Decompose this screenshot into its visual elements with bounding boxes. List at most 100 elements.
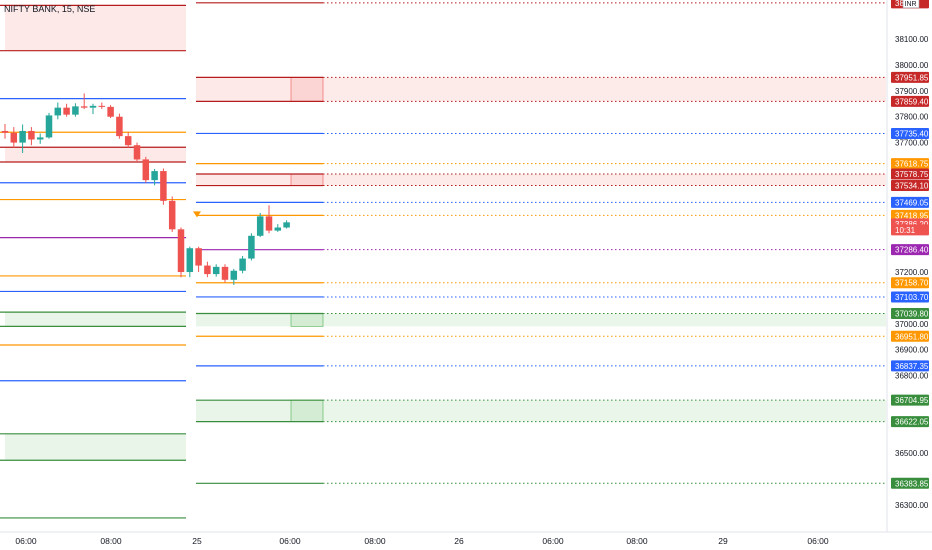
price-tag-label: 37158.70 bbox=[895, 279, 929, 288]
symbol-label[interactable]: NIFTY BANK, 15, NSE bbox=[4, 4, 96, 14]
candle-body bbox=[1, 130, 9, 133]
price-tag-label: 10:31 bbox=[895, 226, 916, 235]
price-tag-label: 37951.85 bbox=[895, 73, 929, 82]
price-tag bbox=[891, 394, 929, 406]
price-tag-label: 37386.20 bbox=[895, 220, 929, 229]
price-tag bbox=[891, 168, 929, 180]
price-tag bbox=[891, 360, 929, 372]
price-tag bbox=[891, 477, 929, 489]
price-tag-label: 37534.10 bbox=[895, 182, 929, 191]
candle bbox=[107, 105, 114, 119]
candle-body bbox=[239, 258, 246, 271]
candle-body bbox=[204, 265, 211, 275]
price-tag-label: 36383.85 bbox=[895, 479, 929, 488]
candle bbox=[151, 169, 158, 186]
price-tag bbox=[891, 127, 929, 139]
current-price-marker-icon bbox=[193, 211, 201, 218]
price-tick-label: 38000.00 bbox=[895, 61, 929, 70]
price-tag bbox=[891, 291, 929, 303]
price-axis-background bbox=[887, 0, 932, 550]
candle bbox=[212, 264, 220, 277]
price-tag-label: 37578.75 bbox=[895, 170, 929, 179]
candle-body bbox=[36, 137, 44, 140]
candle bbox=[256, 213, 264, 238]
time-tick-label: 06:00 bbox=[807, 536, 829, 546]
price-tick-label: 37000.00 bbox=[895, 320, 929, 329]
zone-right-box-3 bbox=[290, 399, 324, 422]
candle-body bbox=[116, 116, 123, 137]
price-tag-label: 37286.40 bbox=[895, 246, 929, 255]
price-tag-label: 37469.05 bbox=[895, 198, 929, 207]
candle bbox=[28, 127, 35, 146]
price-tag-label: 37859.40 bbox=[895, 97, 929, 106]
candle bbox=[116, 113, 123, 139]
candle bbox=[204, 261, 211, 278]
price-tag-label: 36837.35 bbox=[895, 362, 929, 371]
price-tick-label: 36300.00 bbox=[895, 501, 929, 510]
zone-right-box-0 bbox=[290, 77, 324, 102]
price-tag-label: 36951.80 bbox=[895, 332, 929, 341]
candle-body bbox=[98, 105, 106, 107]
candle-body bbox=[168, 200, 176, 230]
candle bbox=[63, 103, 70, 117]
candle bbox=[72, 103, 79, 117]
currency-badge bbox=[902, 0, 920, 9]
candle bbox=[1, 123, 9, 139]
candle-body bbox=[248, 235, 255, 259]
candle bbox=[45, 112, 53, 139]
candle-body bbox=[80, 106, 88, 108]
zone-left-3 bbox=[5, 433, 186, 461]
candle-body bbox=[274, 227, 282, 231]
zone-right-1 bbox=[196, 173, 323, 186]
price-tag-label: 37103.70 bbox=[895, 293, 929, 302]
candle bbox=[186, 246, 194, 278]
zone-right-box-2 bbox=[290, 313, 324, 327]
candle bbox=[274, 224, 282, 232]
candle bbox=[98, 102, 106, 109]
candle-body bbox=[89, 105, 97, 108]
candle-body bbox=[28, 130, 35, 140]
price-tag-label: 37039.80 bbox=[895, 309, 929, 318]
price-tick-label: 37700.00 bbox=[895, 139, 929, 148]
price-tick-label: 36500.00 bbox=[895, 449, 929, 458]
candle-body bbox=[221, 266, 229, 280]
candle bbox=[195, 246, 202, 273]
zone-right-ext-1 bbox=[323, 173, 886, 186]
price-tag-label: 38 bbox=[895, 0, 904, 8]
candle-body bbox=[256, 216, 264, 236]
time-tick-label: 25 bbox=[192, 536, 202, 546]
price-tag-label: 37735.40 bbox=[895, 129, 929, 138]
candle-body bbox=[177, 229, 185, 273]
candle-body bbox=[142, 159, 150, 181]
candle-body bbox=[10, 132, 18, 143]
candle-body bbox=[124, 136, 132, 146]
candle bbox=[221, 264, 229, 283]
candle bbox=[36, 133, 44, 144]
price-tick-label: 37800.00 bbox=[895, 113, 929, 122]
time-tick-label: 06:00 bbox=[279, 536, 301, 546]
time-tick-label: 29 bbox=[718, 536, 728, 546]
price-tick-label: 36800.00 bbox=[895, 372, 929, 381]
zone-left-0 bbox=[5, 5, 186, 51]
zone-left-2 bbox=[5, 312, 186, 327]
price-tag bbox=[891, 224, 929, 236]
price-tag bbox=[891, 180, 929, 192]
candle-body bbox=[283, 222, 290, 228]
price-tag bbox=[891, 196, 929, 208]
zone-right-ext-0 bbox=[323, 77, 886, 102]
time-tick-label: 06:00 bbox=[15, 536, 37, 546]
candle bbox=[54, 102, 62, 120]
candle-body bbox=[133, 145, 141, 160]
candle bbox=[133, 142, 141, 163]
candle bbox=[283, 220, 290, 229]
candle bbox=[239, 255, 246, 274]
time-tick-label: 08:00 bbox=[100, 536, 122, 546]
time-tick-label: 26 bbox=[454, 536, 464, 546]
price-tag-label: 36704.95 bbox=[895, 396, 929, 405]
price-tag bbox=[891, 277, 929, 289]
candle-body bbox=[107, 106, 114, 117]
candle-body bbox=[230, 270, 238, 280]
candle bbox=[265, 205, 273, 234]
